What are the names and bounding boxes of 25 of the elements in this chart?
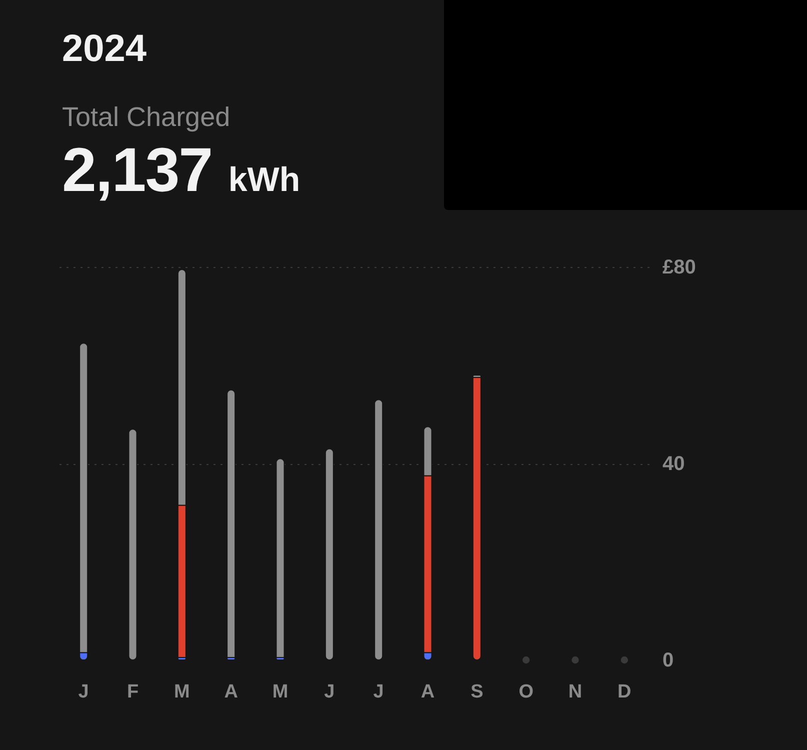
y-tick-label: 0 bbox=[662, 650, 674, 672]
x-tick-label: A bbox=[224, 682, 238, 702]
chart-title: 2024 bbox=[62, 28, 147, 70]
y-tick-label: £80 bbox=[662, 256, 696, 278]
chart-subtitle: Total Charged bbox=[62, 102, 230, 132]
x-tick-label: A bbox=[420, 682, 435, 702]
x-tick-label: F bbox=[126, 682, 139, 702]
y-tick-label: 40 bbox=[662, 453, 685, 475]
text: 2,137 bbox=[62, 136, 212, 205]
bar bbox=[324, 448, 334, 660]
text: kWh bbox=[228, 161, 300, 199]
x-tick-label: D bbox=[618, 682, 632, 702]
bar bbox=[128, 428, 138, 660]
x-tick-label: M bbox=[272, 682, 288, 702]
x-tick-label: J bbox=[324, 682, 335, 702]
x-tick-label: O bbox=[518, 682, 534, 702]
x-tick-label: M bbox=[174, 682, 190, 702]
bar bbox=[374, 399, 384, 660]
x-tick-label: N bbox=[568, 682, 582, 702]
x-tick-label: J bbox=[78, 682, 89, 702]
bar bbox=[226, 389, 236, 658]
bar bbox=[472, 377, 482, 660]
x-tick-label: S bbox=[470, 682, 484, 702]
bar bbox=[276, 458, 285, 658]
x-tick-label: J bbox=[373, 682, 384, 702]
